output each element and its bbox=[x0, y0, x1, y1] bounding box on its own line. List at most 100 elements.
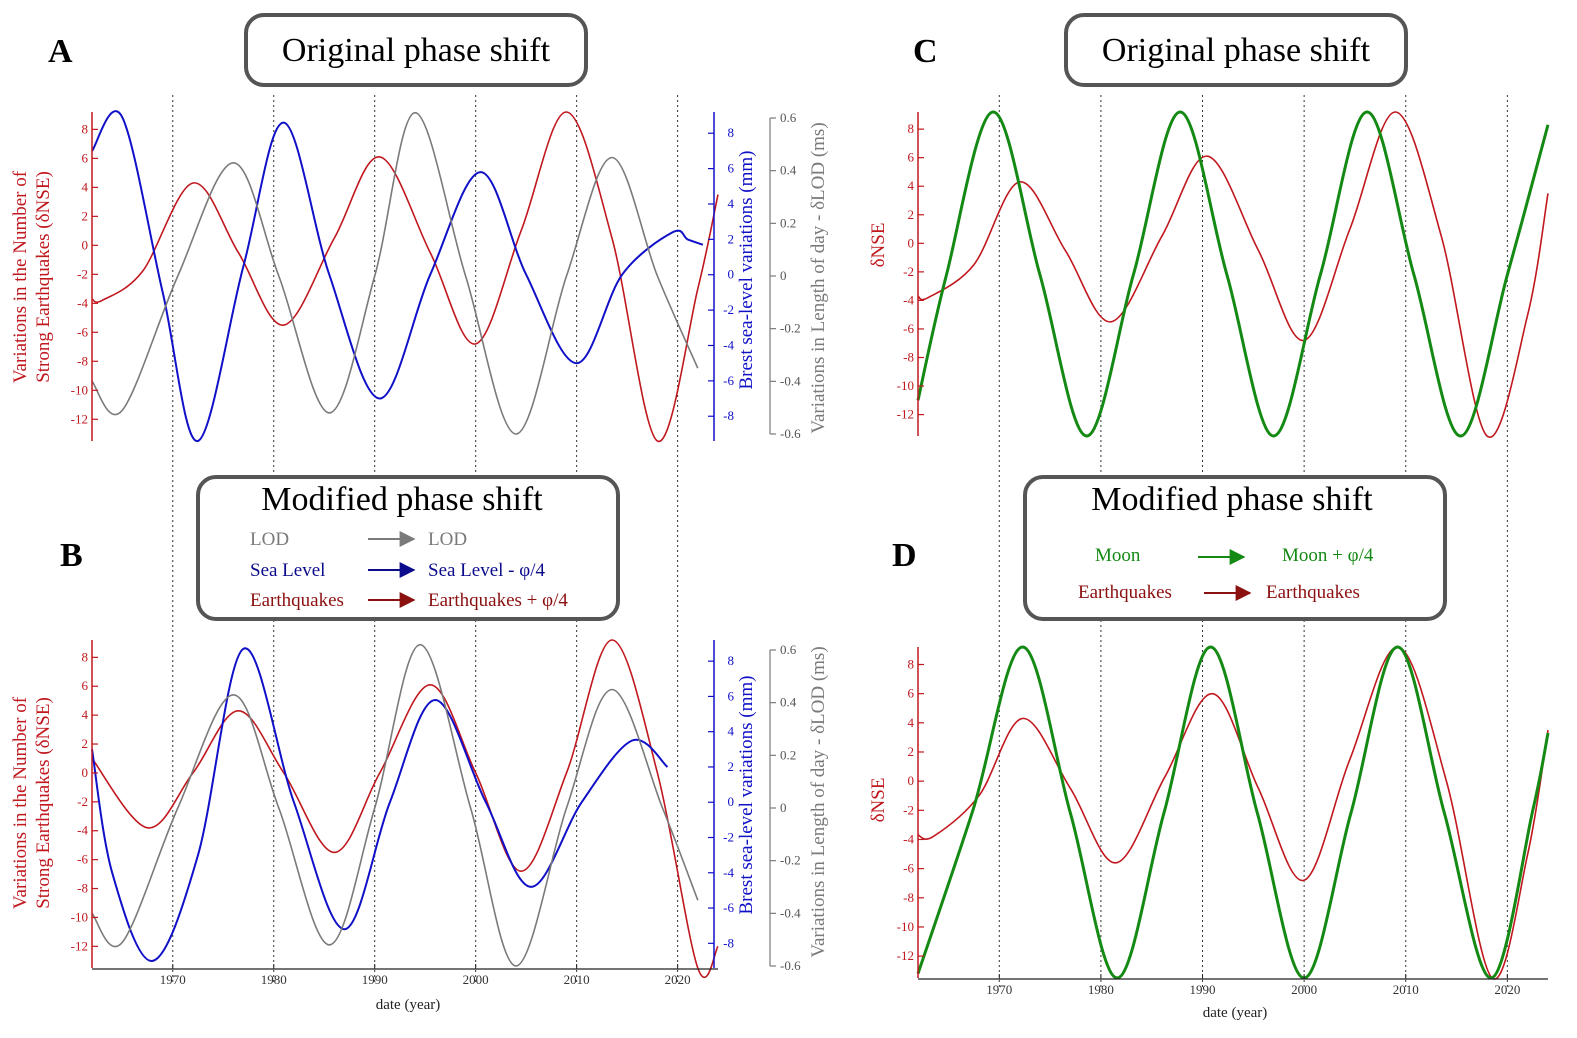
x-tick-label: 2010 bbox=[564, 972, 590, 987]
legend-b-eq-to: Earthquakes + φ/4 bbox=[428, 590, 568, 611]
legend-d-moon-from: Moon bbox=[1095, 545, 1141, 566]
sea-tick-label: 0 bbox=[728, 794, 735, 809]
sea-tick-label: -2 bbox=[723, 830, 734, 845]
lod-tick-label: 0 bbox=[780, 268, 787, 283]
lod-tick-label: -0.4 bbox=[780, 373, 801, 388]
lod-tick-label: 0.6 bbox=[780, 642, 797, 657]
title-box-c: Original phase shift bbox=[1064, 13, 1408, 87]
sea-tick-label: 2 bbox=[728, 759, 735, 774]
sea-tick-label: -2 bbox=[723, 302, 734, 317]
eq-tick-label: 4 bbox=[82, 179, 89, 194]
lod-tick-label: -0.4 bbox=[780, 905, 801, 920]
sea-tick-label: -8 bbox=[723, 935, 734, 950]
legend-b-lod-to: LOD bbox=[428, 529, 467, 550]
sea-tick-label: 6 bbox=[728, 688, 735, 703]
eq-tick-label: 0 bbox=[82, 765, 89, 780]
x-tick-label: 1980 bbox=[1088, 982, 1114, 997]
eq-tick-label: -4 bbox=[903, 831, 914, 846]
eq-tick-label: -10 bbox=[71, 382, 88, 397]
eq-tick-label: -12 bbox=[71, 938, 88, 953]
lod-tick-label: 0.6 bbox=[780, 110, 797, 125]
sea-tick-label: 4 bbox=[728, 196, 735, 211]
x-tick-label: 1970 bbox=[160, 972, 186, 987]
eq-tick-label: -10 bbox=[71, 909, 88, 924]
eq-tick-label: -4 bbox=[77, 295, 88, 310]
series-d-eq bbox=[917, 646, 1549, 980]
eq-tick-label: -8 bbox=[903, 890, 914, 905]
x-axis-title-d: date (year) bbox=[1203, 1005, 1268, 1021]
x-tick-label: 2000 bbox=[463, 972, 489, 987]
eq-tick-label: 8 bbox=[82, 121, 89, 136]
eq-tick-label: -2 bbox=[903, 802, 914, 817]
sea-tick-label: -6 bbox=[723, 373, 734, 388]
title-a: Original phase shift bbox=[282, 32, 551, 69]
title-c: Original phase shift bbox=[1102, 32, 1371, 69]
eq-tick-label: -12 bbox=[897, 407, 914, 422]
lod-tick-label: 0.4 bbox=[780, 163, 797, 178]
panel-letter-a: A bbox=[48, 33, 73, 70]
sea-tick-label: 0 bbox=[728, 267, 735, 282]
eq-tick-label: 6 bbox=[82, 678, 89, 693]
x-tick-label: 2010 bbox=[1393, 982, 1419, 997]
eq-tick-label: -6 bbox=[903, 321, 914, 336]
eq-tick-label: -4 bbox=[903, 292, 914, 307]
dnse-axis-title-d: δNSE bbox=[868, 778, 889, 823]
sea-tick-label: 2 bbox=[728, 231, 735, 246]
series-b-sea bbox=[91, 647, 669, 962]
eq-tick-label: -12 bbox=[897, 948, 914, 963]
legend-d-eq-to: Earthquakes bbox=[1266, 582, 1360, 603]
eq-tick-label: 6 bbox=[908, 686, 915, 701]
eq-tick-label: 2 bbox=[908, 744, 915, 759]
eq-tick-label: -8 bbox=[77, 881, 88, 896]
sea-tick-label: -4 bbox=[723, 865, 734, 880]
lod-axis-title-b: Variations in Length of day - δLOD (ms) bbox=[808, 646, 829, 957]
x-axis-title-b: date (year) bbox=[376, 997, 441, 1013]
eq-tick-label: -2 bbox=[903, 264, 914, 279]
eq-axis-title-a-line1: Variations in the Number of bbox=[10, 170, 31, 383]
legend-b-eq-from: Earthquakes bbox=[250, 590, 344, 611]
sea-axis-title-b: Brest sea-level variations (mm) bbox=[736, 675, 757, 914]
lod-tick-label: -0.6 bbox=[780, 426, 801, 441]
eq-axis-title-b-line1: Variations in the Number of bbox=[10, 696, 31, 909]
legend-box-d: Modified phase shift Moon Moon + φ/4 Ear… bbox=[1023, 475, 1447, 621]
x-tick-label: 1970 bbox=[986, 982, 1012, 997]
series-a-sea bbox=[91, 110, 704, 442]
lod-tick-label: 0.2 bbox=[780, 215, 796, 230]
eq-tick-label: 4 bbox=[908, 715, 915, 730]
eq-tick-label: 6 bbox=[82, 150, 89, 165]
legend-d-moon-to: Moon + φ/4 bbox=[1282, 545, 1374, 566]
eq-tick-label: 0 bbox=[908, 773, 915, 788]
eq-tick-label: -10 bbox=[897, 378, 914, 393]
sea-tick-label: 6 bbox=[728, 161, 735, 176]
dnse-axis-title-c: δNSE bbox=[868, 223, 889, 268]
eq-tick-label: 8 bbox=[82, 649, 89, 664]
eq-axis-title-b-line2: Strong Earthquakes (δNSE) bbox=[33, 697, 54, 909]
lod-tick-label: -0.6 bbox=[780, 958, 801, 973]
eq-tick-label: -12 bbox=[71, 411, 88, 426]
x-tick-label: 1990 bbox=[1190, 982, 1216, 997]
sea-tick-label: 4 bbox=[728, 724, 735, 739]
x-tick-label: 2020 bbox=[1494, 982, 1520, 997]
eq-tick-label: -6 bbox=[903, 861, 914, 876]
eq-tick-label: 8 bbox=[908, 656, 915, 671]
title-b: Modified phase shift bbox=[261, 481, 543, 518]
eq-tick-label: 0 bbox=[908, 235, 915, 250]
eq-tick-label: 2 bbox=[908, 207, 915, 222]
lod-axis-title-a: Variations in Length of day - δLOD (ms) bbox=[808, 122, 829, 433]
lod-tick-label: -0.2 bbox=[780, 853, 801, 868]
legend-b-lod-from: LOD bbox=[250, 529, 289, 550]
sea-tick-label: -8 bbox=[723, 408, 734, 423]
eq-tick-label: -6 bbox=[77, 852, 88, 867]
eq-tick-label: 2 bbox=[82, 208, 89, 223]
title-box-a: Original phase shift bbox=[244, 13, 588, 87]
eq-tick-label: 0 bbox=[82, 237, 89, 252]
sea-tick-label: 8 bbox=[728, 653, 735, 668]
eq-tick-label: -10 bbox=[897, 919, 914, 934]
series-a-eq bbox=[91, 111, 719, 442]
eq-tick-label: -2 bbox=[77, 794, 88, 809]
x-tick-label: 2020 bbox=[665, 972, 691, 987]
panel-letter-d: D bbox=[892, 537, 917, 574]
lod-tick-label: 0.2 bbox=[780, 747, 796, 762]
eq-tick-label: -4 bbox=[77, 823, 88, 838]
